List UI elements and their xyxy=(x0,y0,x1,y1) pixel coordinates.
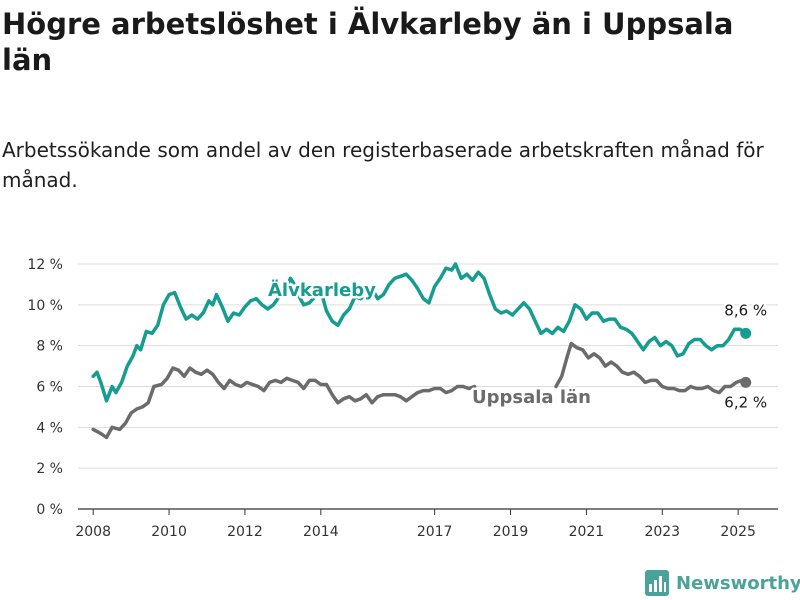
x-tick-label: 2019 xyxy=(493,524,529,540)
x-tick-label: 2023 xyxy=(644,524,680,540)
y-tick-label: 8 % xyxy=(36,339,63,355)
end-marker-uppsala xyxy=(740,376,752,388)
x-tick-label: 2008 xyxy=(75,524,111,540)
newsworthy-logo: Newsworthy xyxy=(645,568,800,598)
y-tick-label: 0 % xyxy=(36,502,63,518)
series-line-uppsala xyxy=(91,366,477,440)
y-axis-ticks: 0 % 2 % 4 % 6 % 8 % 10 % 12 % xyxy=(27,257,63,518)
x-tick-label: 2025 xyxy=(720,524,756,540)
x-tick-label: 2014 xyxy=(303,524,339,540)
series-labels: Älvkarleby Uppsala län 8,6 % 6,2 % xyxy=(266,277,770,414)
x-tick-label: 2021 xyxy=(569,524,605,540)
brand-name: Newsworthy xyxy=(676,572,800,594)
x-axis-ticks: 2008 2010 2012 2014 2017 2019 2021 2023 2025 xyxy=(75,509,756,540)
series-lines xyxy=(91,262,752,440)
line-chart: 0 % 2 % 4 % 6 % 8 % 10 % 12 % 2008 2010 2012 2014… xyxy=(27,257,778,540)
gridlines xyxy=(78,263,778,510)
chart-title: Högre arbetslöshet i Älvkarleby än i Upp… xyxy=(2,7,734,77)
y-tick-label: 2 % xyxy=(36,461,63,477)
end-label-uppsala: 6,2 % xyxy=(724,393,767,411)
chart-subtitle: Arbetssökande som andel av den registerb… xyxy=(2,138,764,192)
series-label-alvkarleby: Älvkarleby xyxy=(268,279,376,301)
y-tick-label: 12 % xyxy=(27,257,63,273)
series-line-alvkarleby xyxy=(91,262,748,403)
series-label-uppsala: Uppsala län xyxy=(472,387,591,408)
x-tick-label: 2012 xyxy=(227,524,263,540)
series-line-uppsala-b xyxy=(554,341,748,395)
x-tick-label: 2017 xyxy=(417,524,453,540)
end-marker-alvkarleby xyxy=(740,327,752,339)
newsworthy-logo-icon xyxy=(645,570,669,596)
x-tick-label: 2010 xyxy=(151,524,187,540)
end-label-alvkarleby: 8,6 % xyxy=(724,301,767,319)
y-tick-label: 6 % xyxy=(36,380,63,396)
y-tick-label: 10 % xyxy=(27,298,63,314)
y-tick-label: 4 % xyxy=(36,420,63,436)
